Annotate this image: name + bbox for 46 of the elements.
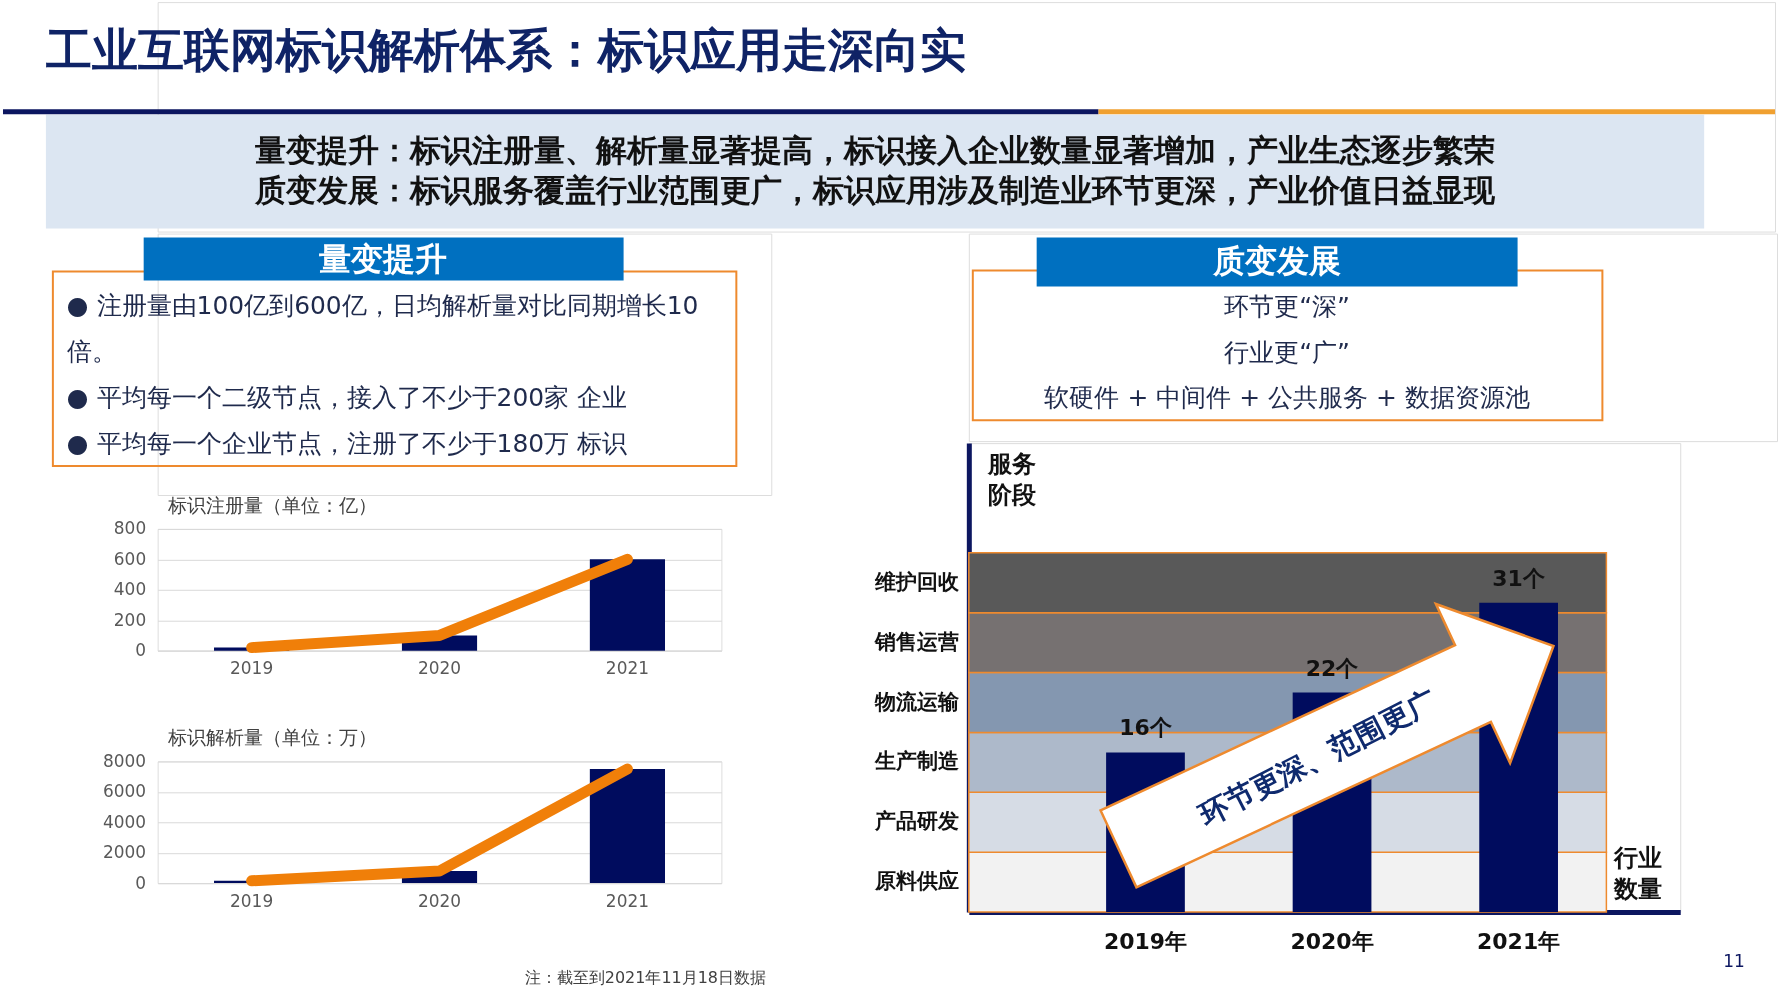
text: 11 <box>1723 950 1745 971</box>
y-tick-label: 0 <box>135 640 147 661</box>
band-label: 销售运营 <box>873 629 959 654</box>
y-tick-label: 600 <box>113 548 147 569</box>
text: 环节更“深” <box>1224 292 1351 322</box>
y-tick-label: 800 <box>113 518 147 539</box>
data-label: 31个 <box>1492 565 1545 591</box>
band-label: 物流运输 <box>873 689 960 714</box>
band-label: 生产制造 <box>873 749 959 774</box>
x-tick-label: 2020年 <box>1290 929 1374 955</box>
chart-title: 标识注册量（单位：亿） <box>166 493 377 516</box>
x-tick-label: 2021 <box>605 658 649 679</box>
bar <box>589 559 665 651</box>
band-label: 原料供应 <box>873 869 959 894</box>
x-tick-label: 2021 <box>605 890 649 911</box>
x-axis-title: 行业数量 <box>1613 844 1663 904</box>
text: 质变发展：标识服务覆盖行业范围更广，标识应用涉及制造业环节更深，产业价值日益显现 <box>254 171 1497 208</box>
y-tick-label: 200 <box>113 609 147 630</box>
text: 量变提升 <box>319 239 448 278</box>
text: 质变发展 <box>1212 242 1342 281</box>
text: ● 注册量由100亿到600亿，日均解析量对比同期增长10倍。 <box>66 291 699 367</box>
y-tick-label: 0 <box>135 872 147 893</box>
x-tick-label: 2019 <box>230 890 274 911</box>
x-tick-label: 2021年 <box>1477 929 1561 955</box>
y-tick-label: 4000 <box>103 811 147 832</box>
band-label: 产品研发 <box>873 809 959 834</box>
chart-title: 标识解析量（单位：万） <box>166 726 377 749</box>
annotation: 环节更深、范围更广 <box>1192 683 1442 833</box>
x-tick-label: 2019 <box>230 658 274 679</box>
y-tick-label: 400 <box>113 579 147 600</box>
text: 工业互联网标识解析体系：标识应用走深向实 <box>45 22 966 77</box>
y-axis-title: 服务阶段 <box>986 450 1037 509</box>
y-tick-label: 2000 <box>103 842 147 863</box>
text: 软硬件 + 中间件 + 公共服务 + 数据资源池 <box>1044 383 1530 413</box>
text: 行业更“广” <box>1224 337 1351 367</box>
text: 注：截至到2021年11月18日数据 <box>524 967 767 987</box>
y-tick-label: 8000 <box>103 750 147 771</box>
x-tick-label: 2020 <box>417 890 462 911</box>
text: ● 平均每一个二级节点，接入了不少于200家 企业 <box>66 383 628 413</box>
x-tick-label: 2019年 <box>1103 929 1188 955</box>
bar <box>589 769 665 884</box>
y-tick-label: 6000 <box>103 781 147 802</box>
text: ● 平均每一个企业节点，注册了不少于180万 标识 <box>66 429 628 459</box>
text: 量变提升：标识注册量、解析量显著提高，标识接入企业数量显著增加，产业生态逐步繁荣 <box>255 131 1496 168</box>
x-tick-label: 2020 <box>417 658 462 679</box>
band-label: 维护回收 <box>873 569 960 594</box>
